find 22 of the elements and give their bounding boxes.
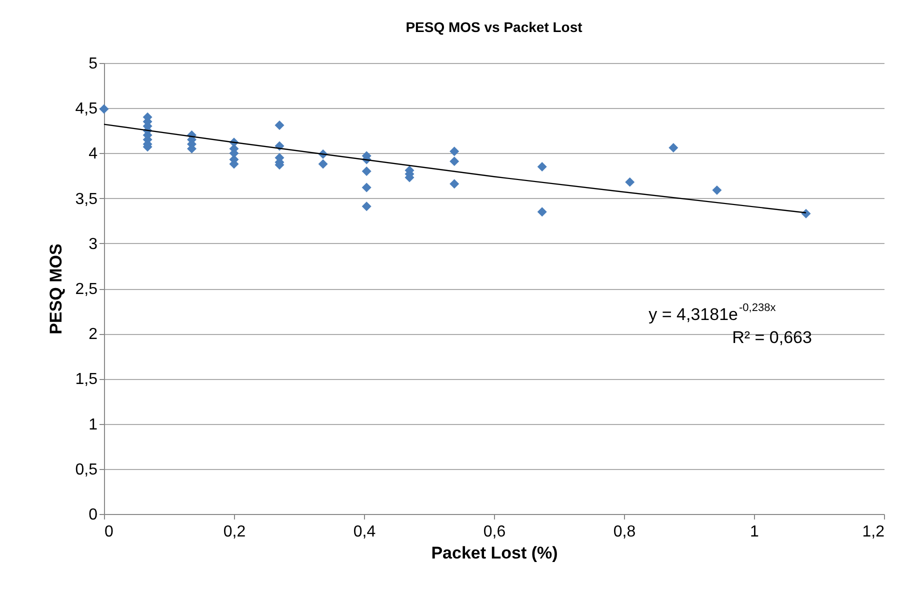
x-tick-label: 1,2 [862,524,885,540]
y-axis-title: PESQ MOS [46,244,66,334]
annotation: R² = 0,663 [732,328,812,347]
y-tick-label: 1 [88,416,98,434]
y-tick-label: 4,5 [75,100,98,118]
y-tick-label: 0,5 [75,461,98,478]
x-tick-label: 0 [104,524,114,540]
y-tick-label: 3,5 [75,190,98,208]
y-tick-label: 3 [88,236,98,253]
x-tick-label: 0,6 [483,524,506,540]
y-tick-label: 1,5 [75,371,98,388]
y-tick-label: 2 [88,326,98,344]
chart-title: PESQ MOS vs Packet Lost [406,19,583,35]
y-tick-label: 5 [88,56,98,72]
x-tick-label: 1 [750,524,760,540]
y-tick-label: 4 [88,146,98,163]
y-tick-label: 2,5 [75,281,98,298]
x-axis-title: Packet Lost (%) [431,544,558,562]
x-tick-label: 0,8 [613,524,636,540]
y-tick-label: 0 [88,506,98,524]
x-tick-label: 0,2 [223,524,246,540]
x-tick-label: 0,4 [353,524,376,540]
